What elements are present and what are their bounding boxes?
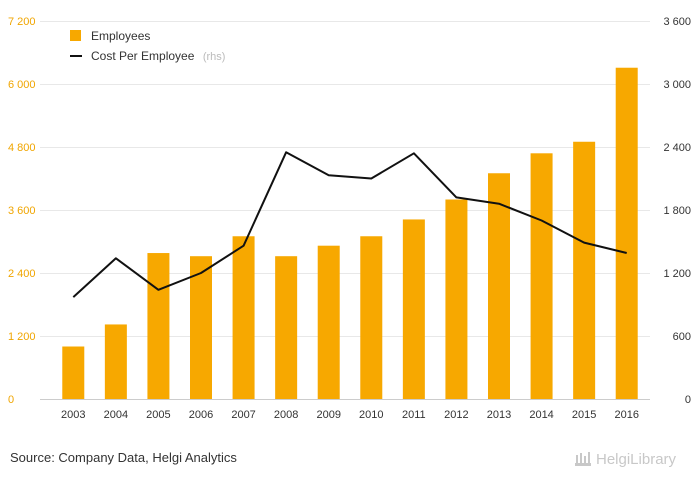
legend: Employees Cost Per Employee (rhs) (70, 29, 225, 64)
left-tick-label: 3 600 (8, 205, 36, 217)
x-tick-label: 2015 (572, 409, 596, 421)
x-tick-label: 2003 (61, 409, 85, 421)
right-tick-label: 0 (685, 394, 691, 406)
x-tick-label: 2010 (359, 409, 383, 421)
right-tick-label: 3 600 (663, 16, 691, 28)
x-tick-label: 2004 (104, 409, 128, 421)
x-tick-label: 2008 (274, 409, 298, 421)
line-series-cost-per-employee (72, 151, 627, 298)
bar-employees-2007 (232, 236, 255, 399)
left-tick-label: 1 200 (8, 331, 36, 343)
bar-employees-2004 (104, 324, 127, 399)
legend-label-cost-per-employee: Cost Per Employee (rhs) (91, 47, 225, 64)
x-tick-label: 2005 (146, 409, 170, 421)
x-tick-label: 2013 (487, 409, 511, 421)
left-tick-label: 4 800 (8, 142, 36, 154)
x-tick-label: 2016 (614, 409, 638, 421)
left-tick-label: 6 000 (8, 79, 36, 91)
x-tick-label: 2009 (316, 409, 340, 421)
bar-employees-2016 (615, 67, 638, 399)
right-tick-label: 1 800 (663, 205, 691, 217)
bar-employees-2013 (488, 173, 510, 399)
legend-label-employees: Employees (91, 29, 150, 43)
legend-label-cost-text: Cost Per Employee (91, 49, 195, 63)
bar-employees-2012 (445, 199, 468, 399)
x-tick-label: 2007 (231, 409, 255, 421)
x-tick-label: 2011 (402, 409, 426, 421)
bar-employees-2003 (62, 346, 85, 399)
source-note: Source: Company Data, Helgi Analytics (10, 450, 237, 465)
left-tick-label: 0 (8, 394, 14, 406)
brand-logo: HelgiLibrary (574, 448, 692, 472)
right-tick-label: 2 400 (663, 142, 691, 154)
bar-employees-2014 (530, 153, 553, 399)
right-tick-label: 1 200 (663, 268, 691, 280)
bar-employees-2015 (573, 141, 596, 399)
left-tick-label: 2 400 (8, 268, 36, 280)
bar-employees-2009 (317, 245, 340, 399)
bar-employees-2006 (190, 256, 212, 399)
right-axis-ticks: 0 600 1 200 1 800 2 400 3 000 3 600 (663, 16, 691, 406)
legend-label-rhs: (rhs) (203, 51, 226, 63)
x-axis-ticks: 2003 2004 2005 2006 2007 2008 2009 2010 2011 2012… (61, 409, 639, 421)
x-tick-label: 2006 (189, 409, 213, 421)
library-icon (574, 450, 592, 472)
bar-employees-2011 (402, 219, 425, 399)
left-tick-label: 7 200 (8, 16, 36, 28)
x-tick-label: 2014 (529, 409, 553, 421)
right-tick-label: 3 000 (663, 79, 691, 91)
gridlines (40, 21, 650, 337)
legend-swatch-employees (70, 30, 81, 41)
bar-employees-2008 (275, 256, 298, 399)
left-axis-ticks: 0 1 200 2 400 3 600 4 800 6 000 7 200 (8, 16, 36, 406)
bar-employees-2010 (360, 236, 383, 399)
bar-series-employees (62, 67, 638, 399)
bar-employees-2005 (147, 253, 170, 399)
right-tick-label: 600 (673, 331, 691, 343)
brand-name: HelgiLibrary (596, 451, 677, 468)
x-tick-label: 2012 (444, 409, 468, 421)
